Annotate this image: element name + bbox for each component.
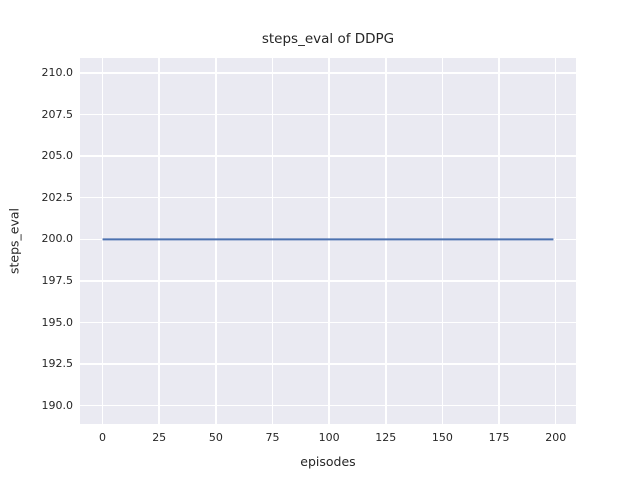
gridline-horizontal [80,196,576,199]
x-tick-label: 100 [318,431,340,444]
gridline-vertical [215,58,217,424]
x-tick-label: 0 [99,431,107,444]
gridline-vertical [328,58,330,424]
gridline-vertical [158,58,160,424]
gridline-vertical [441,58,444,424]
x-tick-label: 200 [545,431,567,444]
y-tick-label: 195.0 [41,315,74,329]
series-layer [102,238,554,241]
gridline-vertical [554,58,557,424]
gridline-vertical [101,58,104,424]
plot-area [80,58,576,424]
x-tick-label: 175 [488,431,510,444]
gridline-horizontal [80,72,576,74]
y-tick-label: 192.5 [41,357,74,371]
y-tick-label: 200.0 [41,232,74,246]
x-axis-label: episodes [300,454,356,469]
gridline-vertical [385,58,387,424]
y-tick-label: 190.0 [41,398,74,412]
x-tick-label: 50 [208,431,223,444]
chart-title: steps_eval of DDPG [261,31,395,47]
gridline-vertical [271,58,274,424]
x-tick-label: 125 [375,431,397,444]
gridline-horizontal [80,321,576,324]
x-tick-label: 150 [431,431,453,444]
y-tick-label: 197.5 [41,273,74,287]
y-tick-label: 205.0 [41,149,74,163]
gridline-horizontal [80,155,576,157]
gridline-vertical [498,58,500,424]
x-tick-label: 25 [152,431,167,444]
gridline-horizontal [80,404,576,407]
x-tick-label: 75 [265,431,280,444]
y-tick-label: 207.5 [41,107,74,121]
gridline-horizontal [80,363,576,365]
y-tick-label: 202.5 [41,190,74,204]
y-tick-label: 210.0 [41,65,74,79]
gridline-horizontal [80,280,576,282]
gridline-horizontal [80,113,576,116]
